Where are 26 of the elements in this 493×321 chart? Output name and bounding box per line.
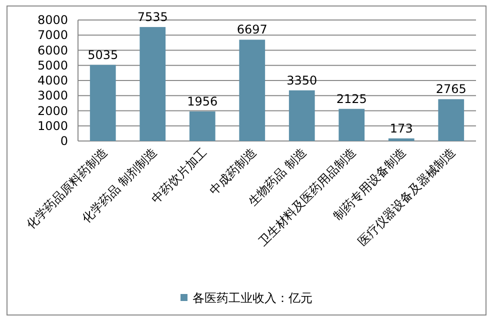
y-tick-label: 0 bbox=[60, 134, 68, 148]
y-tick-label: 5000 bbox=[37, 58, 68, 72]
data-label: 2125 bbox=[336, 92, 367, 106]
y-tick-label: 8000 bbox=[37, 13, 68, 27]
bar bbox=[140, 27, 166, 141]
bar bbox=[288, 90, 315, 141]
bar bbox=[239, 40, 266, 141]
bar bbox=[338, 108, 365, 141]
data-label: 5035 bbox=[88, 48, 118, 62]
data-label: 173 bbox=[390, 121, 413, 136]
data-label: 2765 bbox=[436, 82, 466, 96]
y-tick-label: 7000 bbox=[37, 28, 68, 42]
data-label: 3350 bbox=[286, 73, 318, 88]
legend-label: 各医药工业收入：亿元 bbox=[192, 291, 312, 305]
bar bbox=[388, 138, 414, 141]
data-label: 1956 bbox=[187, 94, 218, 108]
y-tick-label: 2000 bbox=[37, 104, 68, 118]
bar bbox=[189, 111, 216, 141]
data-label: 7535 bbox=[137, 10, 168, 24]
bar bbox=[90, 64, 116, 141]
y-tick-label: 6000 bbox=[37, 43, 68, 58]
y-tick-label: 1000 bbox=[37, 118, 68, 133]
y-tick-label: 3000 bbox=[37, 88, 68, 103]
y-tick-label: 4000 bbox=[37, 74, 68, 88]
bar bbox=[438, 99, 464, 141]
data-label: 6697 bbox=[236, 22, 268, 37]
